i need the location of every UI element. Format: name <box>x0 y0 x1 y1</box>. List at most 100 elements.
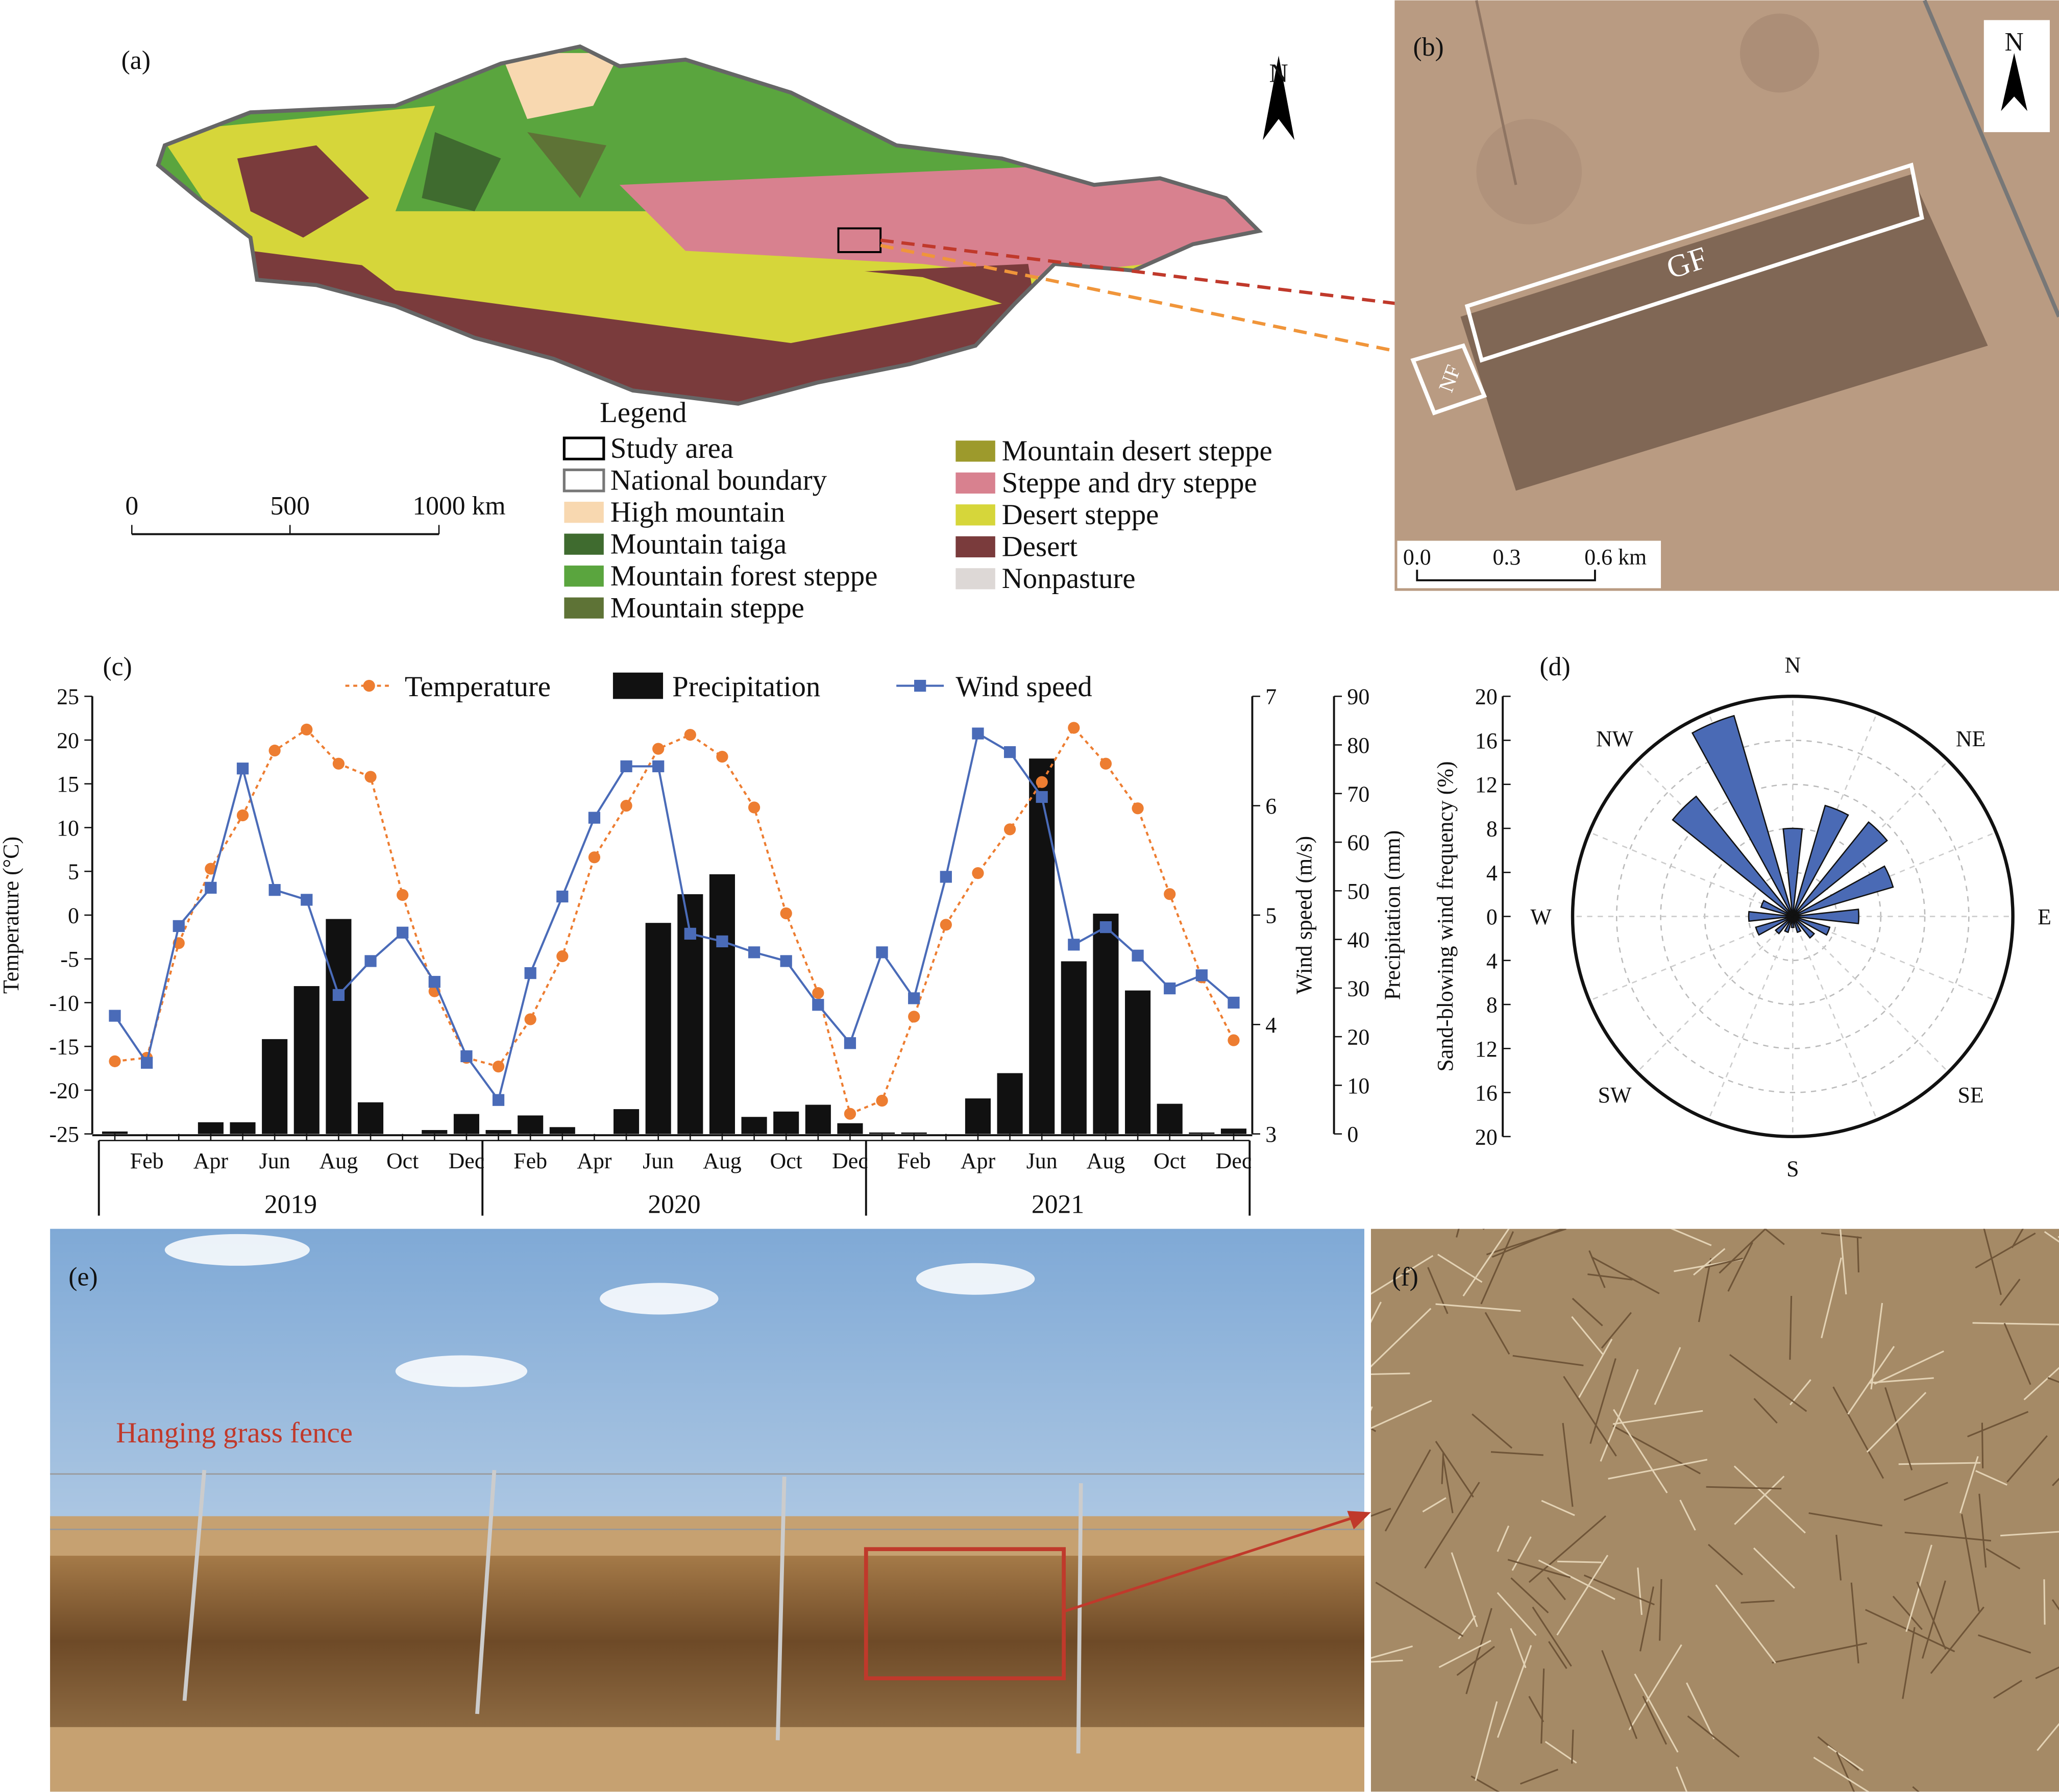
twig <box>1687 1715 1740 1758</box>
legend-swatch <box>564 597 604 619</box>
petal <box>1792 916 1802 934</box>
marker <box>205 863 217 875</box>
bar <box>1189 1132 1215 1134</box>
legend-swatch <box>564 533 604 555</box>
marker <box>301 723 313 736</box>
twig <box>1967 1411 2029 1438</box>
bar <box>709 874 735 1134</box>
marker <box>109 1055 121 1067</box>
twig <box>1490 1451 1543 1456</box>
marker <box>1068 722 1080 734</box>
petal <box>1755 916 1793 936</box>
twig <box>2043 1579 2046 1625</box>
twig <box>1510 1577 1549 1613</box>
direction-label: N <box>1784 653 1801 678</box>
axis-title: Wind speed (m/s) <box>1292 836 1317 994</box>
outer-ring <box>1571 695 2015 1139</box>
petal <box>1792 865 1894 917</box>
direction-label: NE <box>1956 727 1986 751</box>
twig <box>1930 1606 1984 1674</box>
bar <box>997 1073 1023 1134</box>
twig <box>1370 1308 1432 1368</box>
x-tick-label: Feb <box>513 1149 547 1173</box>
tick-label: 50 <box>1347 879 1369 904</box>
petal <box>1792 916 1816 939</box>
twig <box>1424 1482 1480 1569</box>
twig <box>1719 1229 1767 1274</box>
legend-label: Mountain steppe <box>610 592 804 624</box>
twig <box>1707 1543 1743 1576</box>
year-label: 2021 <box>1032 1190 1084 1219</box>
legend-label: National boundary <box>610 464 827 496</box>
twig <box>1993 1680 2022 1699</box>
twig <box>1441 1452 1444 1484</box>
twig <box>1639 1586 1654 1652</box>
bar <box>453 1114 479 1134</box>
bar <box>518 1115 544 1134</box>
tick-label: 10 <box>57 816 79 841</box>
twig <box>1903 1482 1948 1501</box>
twig <box>1654 1347 1681 1405</box>
legend-label: Wind speed <box>955 671 1092 703</box>
twig <box>1442 1456 1454 1513</box>
twig <box>1497 1592 1537 1636</box>
petal <box>1792 916 1831 936</box>
x-tick-label: Oct <box>770 1149 802 1173</box>
marker <box>1036 791 1048 803</box>
twig <box>1753 1398 1778 1424</box>
marker <box>301 894 313 906</box>
bar <box>837 1123 863 1134</box>
twig <box>1634 1673 1679 1753</box>
axis-title: Sand-blowing wind frequency (%) <box>1433 761 1458 1071</box>
twig <box>1866 1392 1927 1453</box>
twig <box>1465 1608 1492 1695</box>
twig <box>1608 1459 1708 1480</box>
x-tick-label: Aug <box>703 1149 742 1173</box>
grid-ring <box>1615 740 1970 1093</box>
petal <box>1792 821 1888 917</box>
legend-label: Mountain forest steppe <box>610 560 878 592</box>
twig <box>1870 1377 1934 1384</box>
bar <box>1220 1128 1247 1134</box>
legend-label: Precipitation <box>672 671 820 703</box>
marker <box>1003 823 1016 836</box>
twig <box>2011 1229 2024 1248</box>
tick-label: 0 <box>1347 1122 1358 1147</box>
twig <box>1528 1696 1545 1723</box>
legend-marker <box>914 679 926 692</box>
petal <box>1791 916 1795 928</box>
x-tick-label: Dec <box>1216 1149 1252 1173</box>
marker <box>1164 888 1176 900</box>
legend-marker <box>363 679 375 692</box>
twig <box>2044 1231 2059 1243</box>
marker <box>1228 996 1240 1009</box>
twig <box>1497 1525 1510 1552</box>
x-tick-label: Oct <box>1154 1149 1186 1173</box>
twig <box>1540 1668 1545 1744</box>
twig <box>2006 1435 2048 1483</box>
legend-swatch <box>955 536 995 558</box>
marker <box>173 920 185 932</box>
bar <box>293 986 320 1134</box>
line <box>114 726 1235 1116</box>
legend-swatch <box>562 468 605 493</box>
twig <box>1628 1644 1682 1731</box>
twig <box>1572 1297 1603 1327</box>
tick-label: -20 <box>49 1078 79 1103</box>
tick-label: 15 <box>57 772 79 797</box>
annotation: Hanging grass fence <box>116 1417 353 1449</box>
marker <box>588 851 601 864</box>
bar <box>230 1122 256 1134</box>
twig <box>1435 1303 1521 1312</box>
twig <box>1484 1312 1510 1355</box>
tick-label: 10 <box>1347 1074 1369 1098</box>
marker <box>716 750 728 763</box>
marker <box>1132 802 1144 815</box>
marker <box>684 927 696 940</box>
legend-swatch <box>955 568 995 590</box>
direction-label: SW <box>1598 1083 1632 1108</box>
twig <box>1512 1355 1584 1366</box>
legend-swatch <box>955 472 995 494</box>
marker <box>652 743 665 755</box>
